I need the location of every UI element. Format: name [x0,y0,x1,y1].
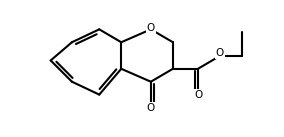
Text: O: O [195,90,203,100]
Text: O: O [216,48,224,58]
Text: O: O [147,103,155,113]
Text: O: O [147,23,155,33]
